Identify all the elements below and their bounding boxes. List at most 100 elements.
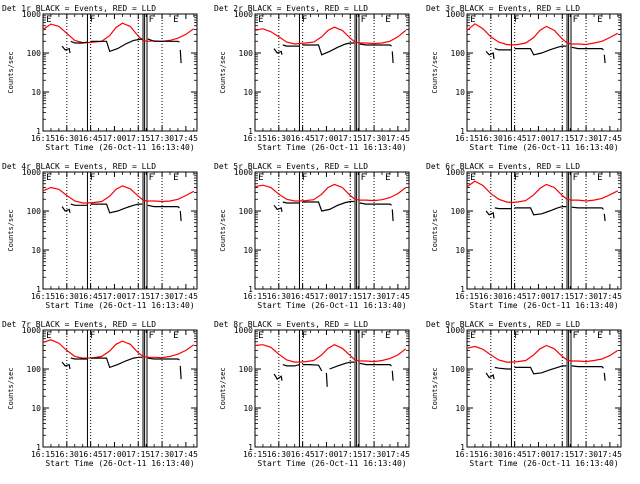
x-axis-label: Start Time (26-Oct-11 16:13:40): [469, 143, 618, 152]
y-tick-label: 10: [455, 88, 465, 97]
x-tick-label: 17:45: [598, 450, 622, 459]
series-lld-line: [254, 344, 407, 363]
x-tick-label: 16:15: [31, 292, 55, 301]
series-lld-line: [254, 183, 407, 202]
x-tick-label: 17:15: [126, 292, 150, 301]
region-label: F: [573, 173, 578, 183]
x-tick-label: 16:15: [455, 292, 479, 301]
region-label: F: [573, 15, 578, 25]
plot-frame: [254, 171, 410, 290]
plot-frame: [254, 13, 410, 132]
x-tick-label: 17:45: [174, 292, 198, 301]
x-tick-label: 17:45: [174, 450, 198, 459]
y-tick-label: 1000: [22, 168, 41, 177]
series-lld-line: [466, 23, 619, 46]
region-label: F: [514, 331, 519, 341]
x-tick-label: 17:30: [574, 134, 598, 143]
x-tick-label: 16:15: [455, 450, 479, 459]
x-tick-label: 17:15: [338, 134, 362, 143]
series-events-line: [391, 370, 394, 381]
series-events-line: [571, 206, 604, 210]
y-tick-label: 100: [27, 49, 42, 58]
series-lld-line: [42, 185, 195, 204]
y-tick-label: 100: [451, 49, 466, 58]
y-tick-label: 1: [36, 127, 41, 136]
x-tick-label: 17:00: [102, 134, 126, 143]
x-tick-label: 17:15: [338, 292, 362, 301]
region-label: F: [302, 331, 307, 341]
x-tick-label: 17:00: [526, 292, 550, 301]
x-tick-label: 17:15: [126, 134, 150, 143]
series-events-line: [147, 204, 180, 209]
x-tick-label: 17:45: [598, 134, 622, 143]
region-label: E: [173, 173, 178, 183]
series-events-line: [147, 38, 180, 43]
x-tick-label: 17:00: [526, 450, 550, 459]
series-events-line: [485, 50, 495, 60]
x-tick-label: 17:15: [338, 450, 362, 459]
x-tick-label: 17:45: [598, 292, 622, 301]
x-tick-label: 17:30: [574, 292, 598, 301]
plot-frame: [466, 329, 622, 448]
y-axis-label: Counts/sec: [219, 209, 227, 251]
chart-title: Det 6r BLACK = Events, RED = LLD: [426, 162, 580, 171]
region-label: E: [173, 331, 178, 341]
y-tick-label: 100: [239, 207, 254, 216]
x-tick-label: 17:15: [550, 450, 574, 459]
chart-title: Det 3r BLACK = Events, RED = LLD: [426, 4, 580, 13]
y-tick-label: 100: [451, 207, 466, 216]
series-events-line: [359, 43, 392, 47]
region-label: F: [361, 15, 366, 25]
chart-panel-4: Det 4r BLACK = Events, RED = LLD 1 10 100 10…: [2, 162, 198, 310]
y-tick-label: 10: [243, 88, 253, 97]
chart-panel-5: Det 5r BLACK = Events, RED = LLD 1 10 100 10…: [214, 162, 410, 310]
x-axis-label: Start Time (26-Oct-11 16:13:40): [257, 459, 406, 468]
x-tick-label: 17:00: [314, 292, 338, 301]
x-tick-label: 17:30: [150, 134, 174, 143]
series-events-line: [391, 209, 394, 222]
chart-title: Det 4r BLACK = Events, RED = LLD: [2, 162, 156, 171]
series-events-line: [147, 357, 180, 361]
x-tick-label: 16:15: [31, 134, 55, 143]
x-axis-label: Start Time (26-Oct-11 16:13:40): [45, 301, 194, 310]
y-tick-label: 100: [239, 49, 254, 58]
x-tick-label: 16:30: [267, 134, 291, 143]
series-events-line: [603, 213, 606, 222]
series-lld-line: [466, 344, 619, 363]
region-label: F: [573, 331, 578, 341]
region-label: F: [302, 15, 307, 25]
x-tick-label: 16:45: [79, 292, 103, 301]
x-tick-label: 17:00: [314, 134, 338, 143]
series-events-line: [273, 204, 283, 213]
x-tick-label: 16:30: [267, 292, 291, 301]
region-label: E: [597, 15, 602, 25]
series-lld-line: [254, 26, 407, 45]
series-events-line: [282, 44, 300, 47]
chart-panel-2: Det 2r BLACK = Events, RED = LLD 1 10 100 10…: [214, 4, 410, 152]
x-tick-label: 16:45: [291, 450, 315, 459]
region-label: E: [385, 331, 390, 341]
series-events-line: [282, 201, 300, 204]
y-tick-label: 10: [31, 88, 41, 97]
region-label: E: [470, 15, 475, 25]
x-tick-label: 17:30: [150, 450, 174, 459]
x-tick-label: 17:00: [102, 292, 126, 301]
region-label: F: [149, 15, 154, 25]
series-events-line: [90, 203, 143, 214]
y-tick-label: 10: [31, 404, 41, 413]
chart-panel-3: Det 3r BLACK = Events, RED = LLD 1 10 100 10…: [426, 4, 622, 152]
x-tick-label: 16:30: [479, 134, 503, 143]
region-label: E: [258, 173, 263, 183]
x-axis-label: Start Time (26-Oct-11 16:13:40): [45, 143, 194, 152]
series-events-line: [70, 40, 88, 44]
x-tick-label: 17:45: [386, 450, 410, 459]
x-tick-label: 16:30: [479, 450, 503, 459]
y-axis-label: Counts/sec: [431, 209, 439, 251]
chart-title: Det 7r BLACK = Events, RED = LLD: [2, 320, 156, 329]
chart-title: Det 5r BLACK = Events, RED = LLD: [214, 162, 368, 171]
x-axis-label: Start Time (26-Oct-11 16:13:40): [45, 459, 194, 468]
series-events-line: [179, 365, 182, 380]
chart-title: Det 1r BLACK = Events, RED = LLD: [2, 4, 156, 13]
series-events-line: [61, 361, 71, 370]
region-label: E: [470, 331, 475, 341]
